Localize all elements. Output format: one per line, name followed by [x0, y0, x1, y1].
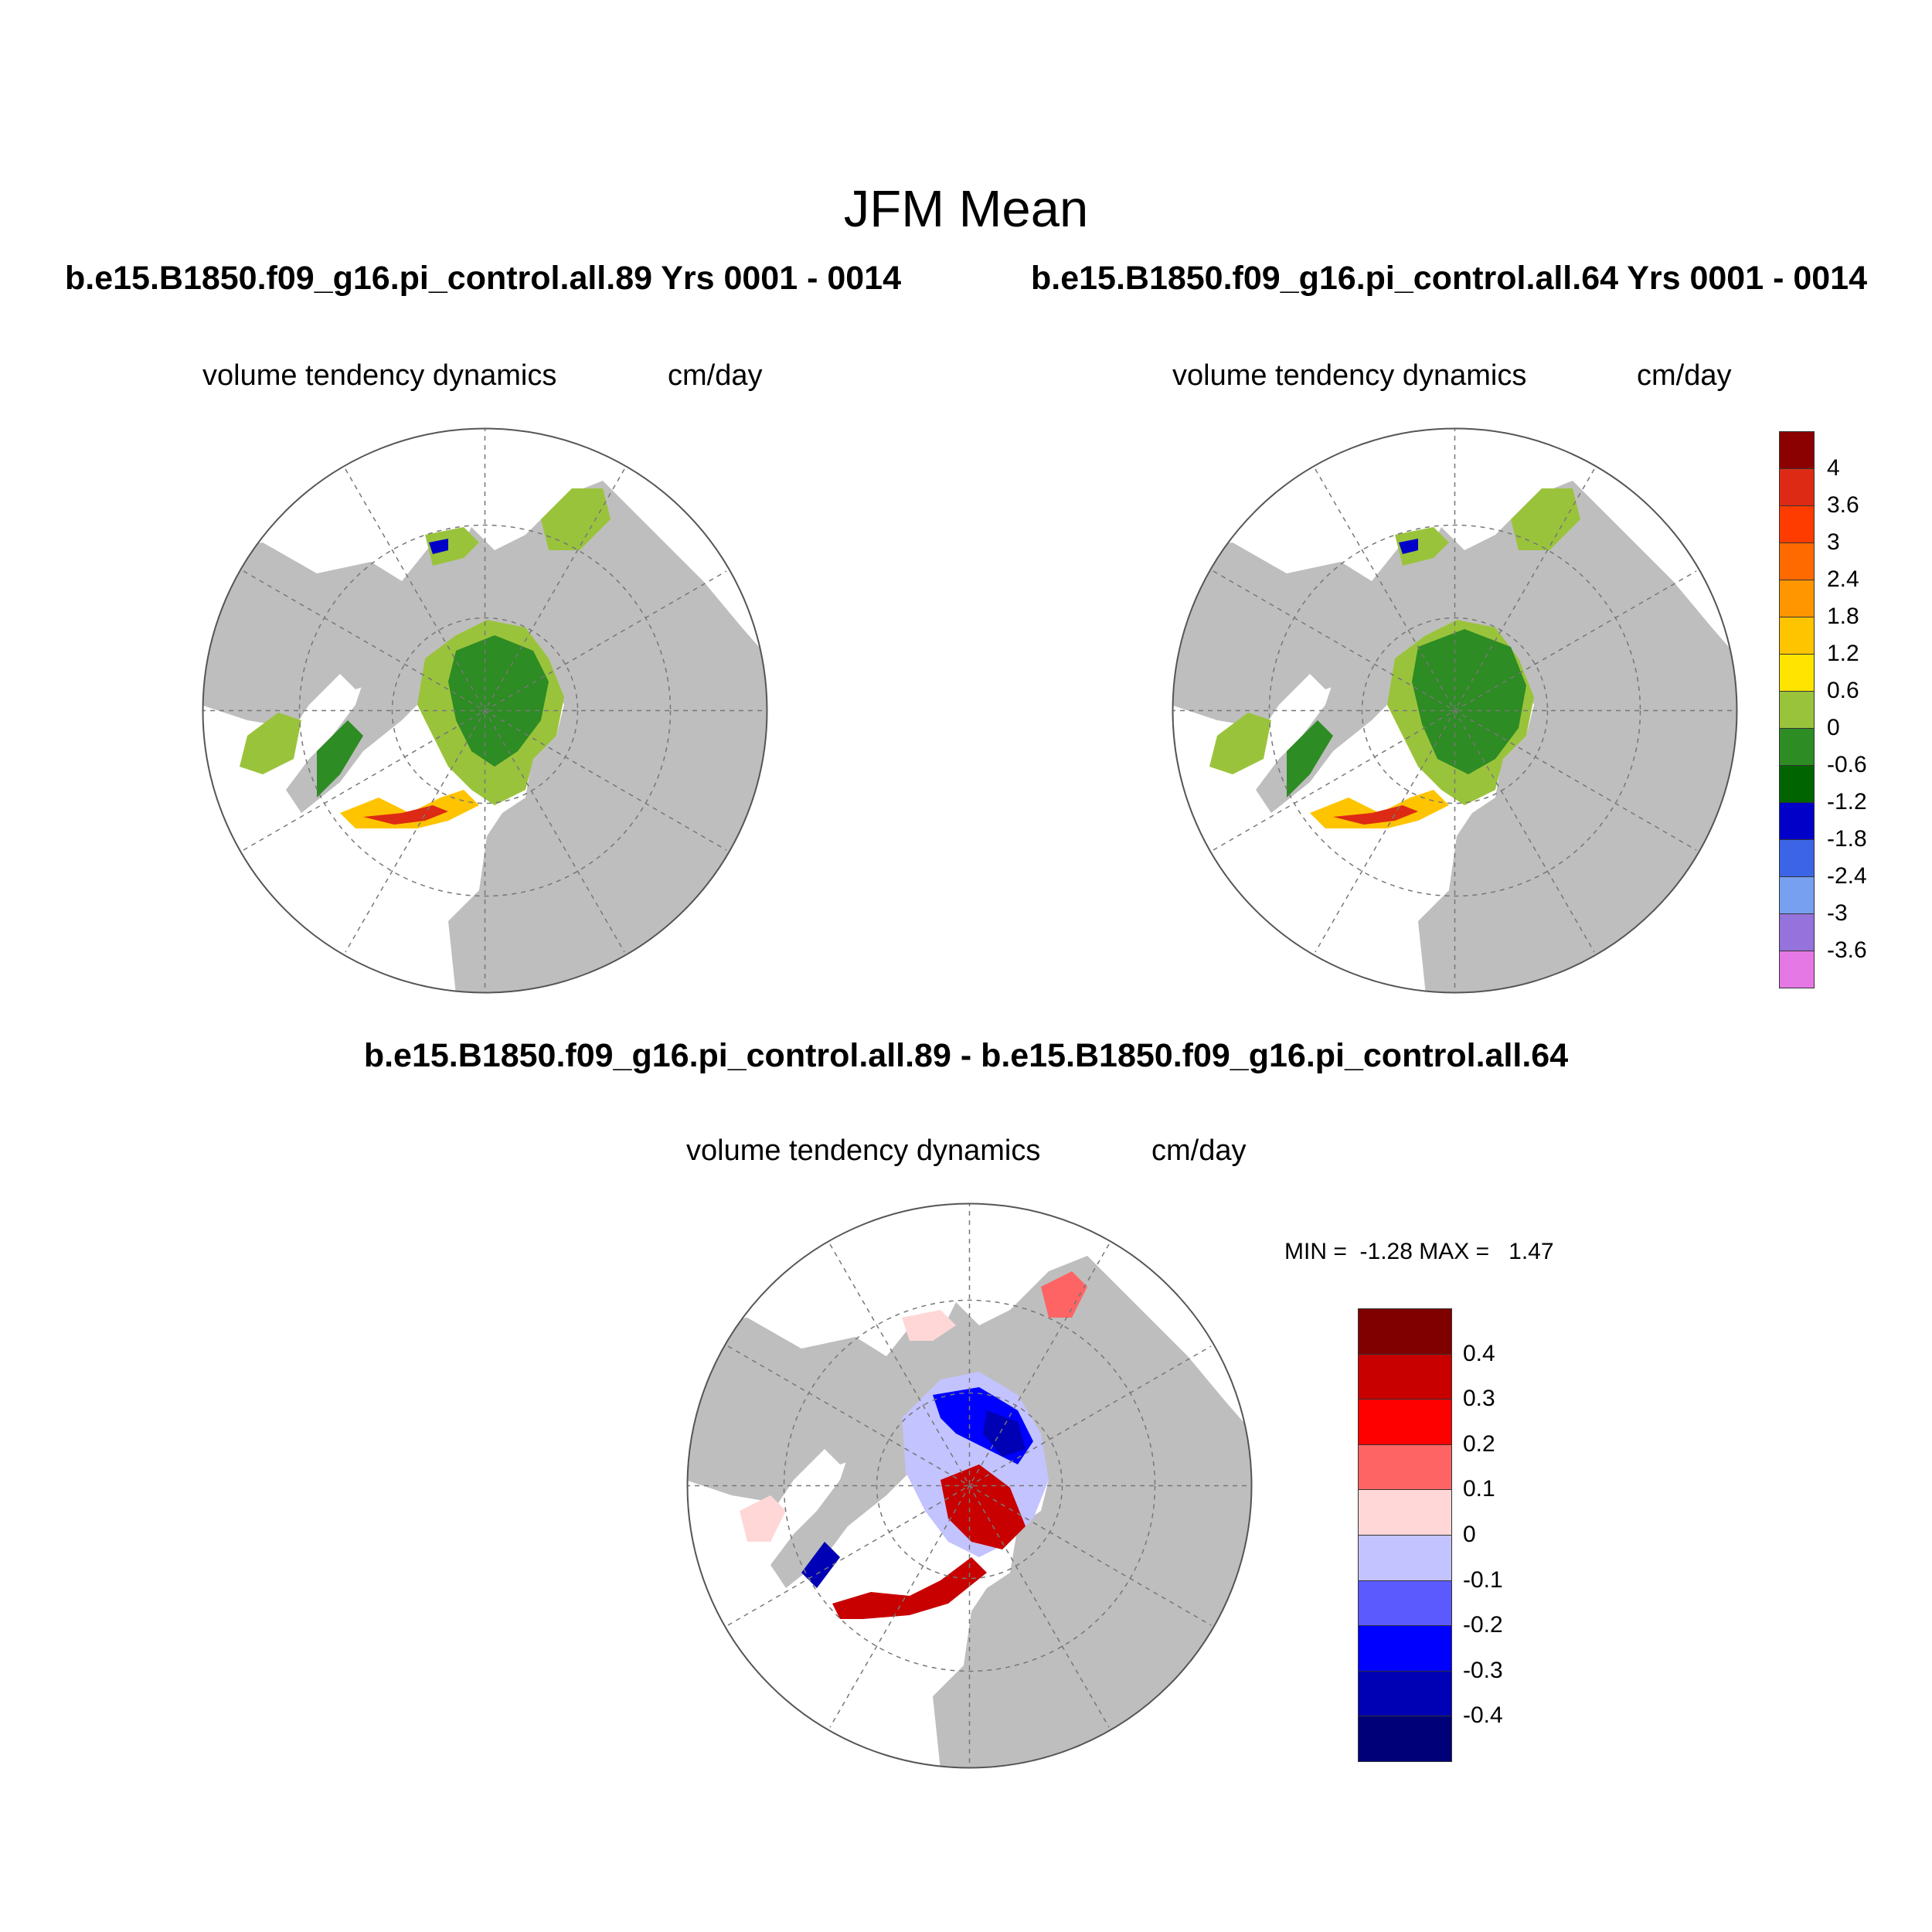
panel-2-polar-map — [1172, 427, 1738, 994]
main-colorbar-swatch — [1779, 580, 1815, 617]
diff-colorbar-swatch — [1358, 1716, 1452, 1762]
main-colorbar-tick-label: -3 — [1827, 900, 1848, 926]
panel-1-map-content — [202, 428, 767, 993]
main-colorbar-swatch — [1779, 876, 1815, 914]
diff-graticule — [687, 1203, 1252, 1768]
panel-2-units-label: cm/day — [1637, 359, 1732, 392]
main-colorbar-tick-label: -3.6 — [1827, 937, 1867, 963]
main-colorbar-tick-label: 0.6 — [1827, 678, 1859, 703]
diff-bering — [1041, 1271, 1087, 1318]
ice-arctic-core — [448, 635, 549, 767]
main-colorbar-swatch — [1779, 765, 1815, 803]
main-colorbar-swatch — [1779, 691, 1815, 729]
main-colorbar-swatch — [1779, 505, 1815, 543]
panel-1-case-title: b.e15.B1850.f09_g16.pi_control.all.89 Yr… — [64, 260, 901, 297]
max-value: 1.47 — [1509, 1239, 1554, 1264]
ice-okhotsk — [425, 527, 479, 566]
main-colorbar-swatch — [1779, 543, 1815, 580]
diff-arctic-dark-blue — [983, 1410, 1026, 1457]
ice-hudson — [1209, 713, 1271, 774]
main-colorbar-tick-label: -2.4 — [1827, 863, 1867, 889]
diff-units-label: cm/day — [1151, 1134, 1247, 1167]
diff-colorbar-swatch — [1358, 1308, 1452, 1355]
main-colorbar-swatch — [1779, 802, 1815, 840]
main-colorbar-tick-label: 4 — [1827, 455, 1840, 481]
panel-2-graticule — [1172, 428, 1737, 993]
ice-edge-blue — [429, 539, 448, 554]
diff-colorbar-swatch — [1358, 1444, 1452, 1491]
diff-colorbar-tick-label: -0.4 — [1463, 1702, 1503, 1729]
main-colorbar: 4 3.6 3 2.4 1.8 1.2 0.6 0 -0.6 -1.2 -1.8 -2.4 -3 -3.6 — [1779, 431, 1887, 988]
diff-colorbar-tick-label: -0.3 — [1463, 1657, 1503, 1683]
diff-ice-edge-red — [832, 1557, 987, 1619]
diff-colorbar: 0.4 0.3 0.2 0.1 0 -0.1 -0.2 -0.3 -0.4 — [1358, 1308, 1503, 1764]
main-colorbar-tick-label: -0.6 — [1827, 752, 1867, 777]
panel-2-map-content — [1172, 428, 1737, 993]
diff-colorbar-swatch — [1358, 1670, 1452, 1717]
diff-colorbar-swatch — [1358, 1489, 1452, 1536]
diff-colorbar-tick-label: 0.1 — [1463, 1476, 1495, 1502]
diff-map-border — [686, 1202, 1253, 1769]
main-colorbar-tick-label: 3 — [1827, 529, 1840, 555]
ice-bering — [1511, 488, 1580, 550]
diff-colorbar-swatch — [1358, 1535, 1452, 1581]
ice-arctic-core — [1412, 629, 1526, 774]
main-colorbar-swatch — [1779, 913, 1815, 951]
ice-bering — [541, 488, 611, 550]
main-colorbar-swatch — [1779, 468, 1815, 506]
ice-labrador — [317, 720, 363, 798]
diff-polar-map — [686, 1202, 1253, 1769]
diff-colorbar-tick-label: 0.2 — [1463, 1430, 1495, 1457]
main-colorbar-swatch — [1779, 654, 1815, 692]
main-colorbar-swatch — [1779, 431, 1815, 469]
main-colorbar-tick-label: 2.4 — [1827, 566, 1859, 592]
panel-1-units-label: cm/day — [668, 359, 763, 392]
diff-colorbar-swatch — [1358, 1580, 1452, 1627]
min-value: -1.28 — [1359, 1239, 1413, 1264]
diff-colorbar-swatch — [1358, 1353, 1452, 1400]
main-colorbar-swatch — [1779, 839, 1815, 877]
main-colorbar-tick-label: -1.8 — [1827, 826, 1867, 852]
main-colorbar-tick-label: 0 — [1827, 715, 1840, 740]
land-eurasia-north-america — [1172, 481, 1737, 993]
max-label: MAX = — [1419, 1239, 1490, 1264]
diff-variable-label: volume tendency dynamics — [686, 1134, 1041, 1167]
min-max-readout: MIN = -1.28 MAX = 1.47 — [1284, 1239, 1554, 1265]
diff-hudson — [740, 1495, 786, 1542]
diff-title: b.e15.B1850.f09_g16.pi_control.all.89 - … — [363, 1037, 1569, 1074]
main-colorbar-swatch — [1779, 951, 1815, 988]
diff-colorbar-tick-label: 0 — [1463, 1522, 1476, 1547]
diff-colorbar-swatch — [1358, 1625, 1452, 1672]
main-colorbar-tick-label: 3.6 — [1827, 492, 1859, 518]
main-colorbar-swatch — [1779, 617, 1815, 655]
panel-2-map-border — [1172, 427, 1738, 994]
diff-colorbar-tick-label: 0.3 — [1463, 1386, 1495, 1412]
land-eurasia-north-america — [687, 1256, 1252, 1768]
panel-1-map-border — [202, 427, 768, 994]
main-title: JFM Mean — [843, 180, 1089, 238]
main-colorbar-swatch — [1779, 728, 1815, 766]
main-colorbar-tick-label: 1.8 — [1827, 604, 1859, 629]
panel-1-graticule — [202, 428, 767, 993]
main-colorbar-tick-label: -1.2 — [1827, 789, 1867, 815]
panel-2-case-title: b.e15.B1850.f09_g16.pi_control.all.64 Yr… — [1030, 260, 1867, 297]
land-eurasia-north-america — [202, 481, 767, 993]
diff-map-content — [687, 1203, 1252, 1768]
min-label: MIN = — [1284, 1239, 1347, 1264]
ice-okhotsk — [1395, 527, 1449, 566]
ice-labrador — [1287, 720, 1333, 798]
diff-ice-edge-blue — [801, 1542, 840, 1588]
diff-colorbar-tick-label: -0.1 — [1463, 1566, 1503, 1593]
diff-colorbar-tick-label: 0.4 — [1463, 1340, 1495, 1366]
diff-colorbar-swatch — [1358, 1399, 1452, 1445]
diff-colorbar-tick-label: -0.2 — [1463, 1612, 1503, 1638]
panel-1-variable-label: volume tendency dynamics — [202, 359, 557, 392]
panel-2-variable-label: volume tendency dynamics — [1172, 359, 1527, 392]
ice-edge-blue — [1399, 539, 1418, 554]
land-greenland — [770, 1387, 940, 1588]
main-colorbar-tick-label: 1.2 — [1827, 641, 1859, 666]
panel-1-polar-map — [202, 427, 768, 994]
diff-okhotsk — [902, 1310, 956, 1341]
ice-hudson — [240, 713, 301, 774]
